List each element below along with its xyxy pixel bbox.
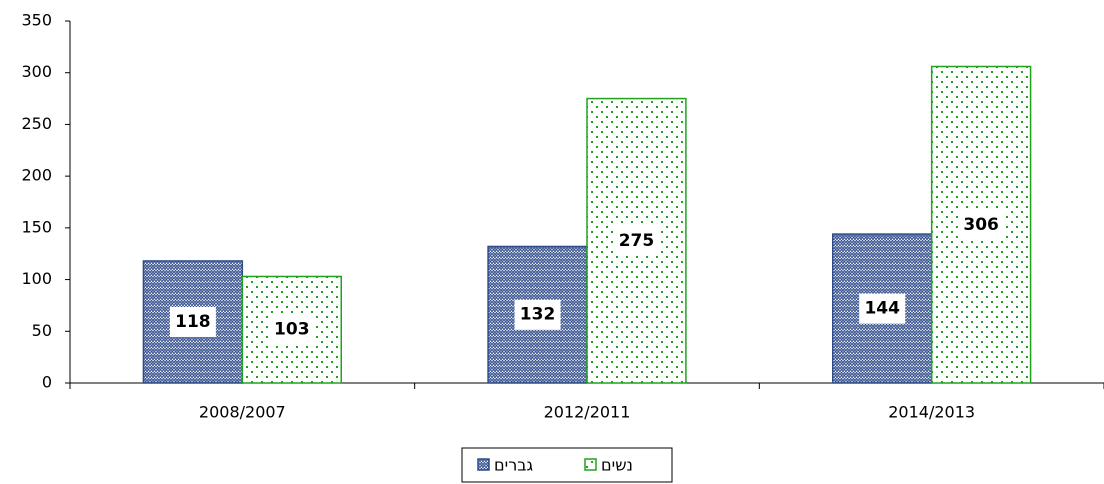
y-tick-label: 150 [21,217,52,236]
data-label: 132 [520,305,556,325]
data-label-bg [169,306,216,337]
legend-swatch [477,458,490,471]
legend-box [461,447,673,483]
data-label-bg [268,314,315,345]
data-label: 306 [963,215,999,235]
y-tick-label: 100 [21,269,52,288]
y-tick-label: 250 [21,114,52,133]
x-tick-label: 2014/2013 [888,403,975,422]
data-label-bg [514,299,561,330]
y-tick-label: 0 [42,373,52,392]
x-tick-label: 2012/2011 [544,403,631,422]
x-tick-label: 2008/2007 [199,403,286,422]
data-label: 144 [864,299,900,319]
y-tick-label: 50 [32,321,52,340]
data-label-bg [613,225,660,256]
data-label: 103 [274,320,310,340]
legend-label: גברים [494,456,533,475]
legend-label: נשים [601,456,633,475]
data-label-bg [859,293,906,324]
data-label: 275 [619,231,655,251]
data-label-bg [958,209,1005,240]
legend-swatch [584,458,597,471]
y-tick-label: 350 [21,11,52,30]
y-tick-label: 200 [21,166,52,185]
data-label: 118 [175,312,211,332]
y-tick-label: 300 [21,62,52,81]
